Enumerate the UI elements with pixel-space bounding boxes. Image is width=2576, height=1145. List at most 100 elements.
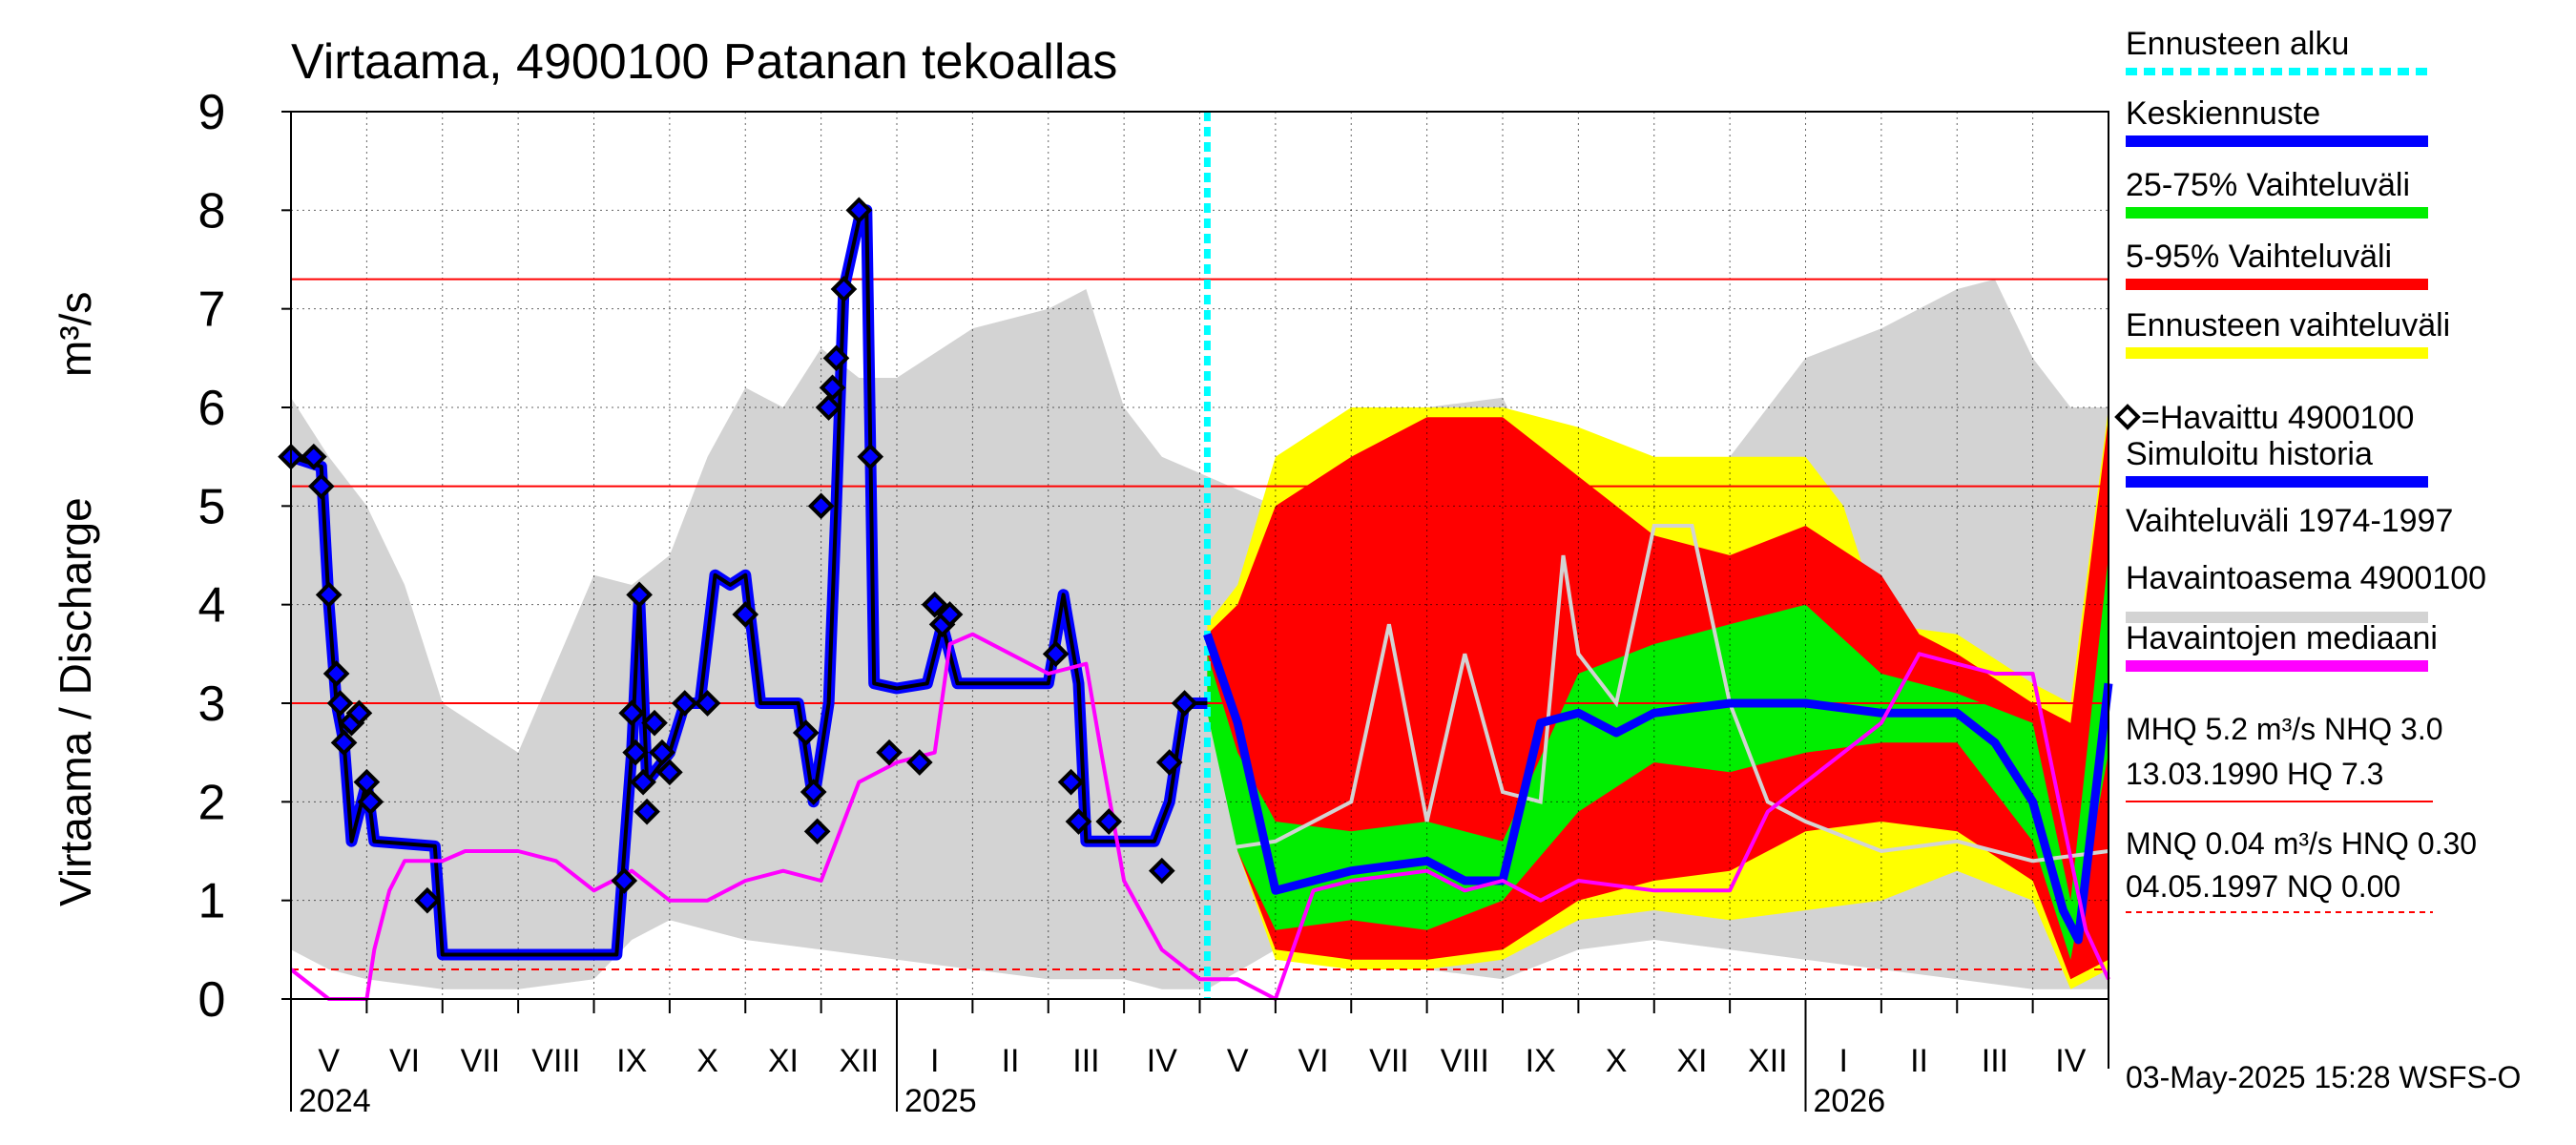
month-label-17: X (1606, 1043, 1628, 1079)
observed-marker-20 (656, 759, 683, 786)
series-line-6 (1203, 633, 2113, 945)
legend: Ennusteen alku Keskiennuste 25-75% Vaihtel… (2114, 26, 2486, 672)
observed-marker-43 (1148, 857, 1175, 885)
observed-marker-17 (634, 798, 660, 825)
month-label-6: XI (768, 1043, 799, 1079)
observed-marker-45 (1171, 690, 1198, 717)
observed-marker-40 (1057, 768, 1085, 796)
y-tick-label-7: 7 (198, 282, 226, 338)
observed-marker-39 (1042, 640, 1070, 668)
observed-marker-5 (326, 690, 354, 717)
legend-marker-5 (2114, 404, 2141, 430)
month-label-15: VIII (1441, 1043, 1489, 1079)
month-label-0: V (318, 1043, 340, 1079)
observed-marker-16 (630, 768, 656, 796)
y-tick-label-5: 5 (198, 479, 226, 534)
observed-marker-38 (936, 601, 964, 628)
footer-timestamp: 03-May-2025 15:28 WSFS-O (2126, 1060, 2521, 1094)
year-label-1: 2025 (904, 1083, 977, 1119)
month-label-21: II (1910, 1043, 1928, 1079)
observed-marker-19 (649, 739, 675, 766)
stats-line-2: 13.03.1990 HQ 7.3 (2126, 757, 2383, 791)
month-label-8: I (930, 1043, 939, 1079)
y-tick-label-8: 8 (198, 183, 226, 239)
month-label-16: IX (1526, 1043, 1556, 1079)
month-label-3: VIII (531, 1043, 580, 1079)
stats-line-3: MNQ 0.04 m³/s HNQ 0.30 (2126, 826, 2477, 861)
observed-marker-18 (641, 709, 668, 737)
observed-marker-8 (345, 699, 373, 727)
observed-marker-24 (792, 719, 820, 746)
month-label-2: VII (461, 1043, 501, 1079)
observed-marker-10 (357, 788, 384, 816)
y-tick-label-2: 2 (198, 775, 226, 830)
observed-marker-27 (807, 492, 835, 520)
legend-label-8: Havaintojen mediaani (2126, 620, 2438, 656)
year-label-0: 2024 (299, 1083, 371, 1119)
observed-marker-4 (322, 660, 350, 687)
observed-marker-11 (414, 886, 441, 914)
x-month-labels: V VI VII VIII IX X XI XII I II III IV V VI VII VIII IX X X… (290, 999, 2109, 1079)
year-label-2: 2026 (1814, 1083, 1886, 1119)
observed-marker-31 (830, 276, 858, 302)
y-axis-unit: m³/s (51, 292, 100, 377)
x-year-labels: 2024 2025 2026 (290, 999, 1886, 1119)
legend-label-2: 25-75% Vaihteluväli (2126, 167, 2410, 203)
observed-marker-44 (1155, 749, 1183, 776)
month-label-11: IV (1147, 1043, 1177, 1079)
observed-marker-28 (815, 394, 842, 421)
y-axis-title: Virtaama / Discharge (51, 497, 100, 906)
legend-label-4: Ennusteen vaihteluväli (2126, 307, 2450, 344)
stats-line-4: 04.05.1997 NQ 0.00 (2126, 869, 2400, 904)
observed-marker-15 (626, 581, 653, 609)
observed-marker-13 (618, 699, 646, 727)
observed-marker-26 (803, 818, 831, 845)
band-3 (1207, 555, 2109, 960)
observed-marker-29 (819, 374, 846, 402)
month-label-4: IX (616, 1043, 647, 1079)
y-tick-label-3: 3 (198, 677, 226, 732)
y-tick-label-0: 0 (198, 972, 226, 1028)
y-tick-label-1: 1 (198, 874, 226, 929)
observed-marker-34 (876, 739, 903, 766)
observed-markers (278, 197, 1198, 914)
observed-marker-30 (822, 344, 850, 372)
month-label-20: I (1839, 1043, 1847, 1079)
observed-marker-32 (845, 197, 873, 224)
observed-marker-2 (307, 472, 335, 500)
month-label-12: V (1227, 1043, 1249, 1079)
observed-marker-21 (671, 690, 698, 717)
y-axis-label: Virtaama / Discharge m³/s (51, 292, 100, 906)
month-label-7: XII (840, 1043, 880, 1079)
month-label-23: IV (2055, 1043, 2086, 1079)
observed-marker-23 (732, 601, 759, 628)
month-label-9: II (1002, 1043, 1020, 1079)
observed-marker-35 (905, 749, 933, 776)
stats-block: MHQ 5.2 m³/s NHQ 3.0 13.03.1990 HQ 7.3 M… (2126, 712, 2477, 913)
y-tick-labels: 0 1 2 3 4 5 6 7 8 9 (198, 85, 291, 1028)
observed-marker-41 (1065, 808, 1092, 835)
month-label-14: VII (1369, 1043, 1409, 1079)
observed-marker-14 (622, 739, 649, 766)
grey-median-line (1207, 524, 2109, 864)
chart-title: Virtaama, 4900100 Patanan tekoallas (291, 34, 1117, 90)
legend-label-0: Ennusteen alku (2126, 26, 2349, 62)
legend-label-5: =Havaittu 4900100 (2141, 400, 2414, 436)
observed-marker-25 (800, 779, 827, 805)
y-tick-label-9: 9 (198, 85, 226, 140)
legend-label-7-b: Havaintoasema 4900100 (2126, 560, 2486, 596)
observed-marker-22 (694, 690, 721, 717)
month-label-5: X (696, 1043, 718, 1079)
observed-marker-33 (857, 443, 884, 470)
month-label-10: III (1072, 1043, 1099, 1079)
stats-line-1: MHQ 5.2 m³/s NHQ 3.0 (2126, 712, 2443, 746)
month-label-22: III (1982, 1043, 2008, 1079)
series-line-7 (289, 632, 2110, 1001)
month-label-19: XII (1748, 1043, 1788, 1079)
month-label-13: VI (1298, 1043, 1329, 1079)
observed-marker-6 (330, 729, 358, 757)
observed-marker-3 (315, 581, 343, 609)
observed-marker-36 (921, 591, 948, 618)
month-label-18: XI (1676, 1043, 1707, 1079)
